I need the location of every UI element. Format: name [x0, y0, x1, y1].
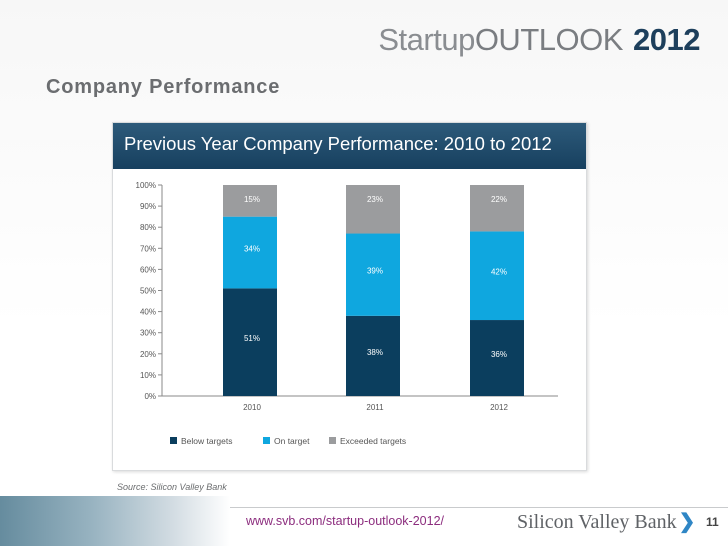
- brand-outlook: OUTLOOK: [474, 22, 624, 57]
- footer-divider: [230, 507, 728, 508]
- legend-swatch: [170, 437, 177, 444]
- bar-segment: [470, 320, 524, 396]
- bar-segment: [470, 185, 524, 232]
- bank-logo: Silicon Valley Bank ❯: [517, 509, 695, 534]
- stacked-bar-chart: 0% 10% 20% 30% 40% 50% 60% 70% 80% 90% 100% 51% 34% 1…: [136, 181, 558, 446]
- y-tick-label: 100%: [136, 181, 156, 190]
- footer-url-link[interactable]: www.svb.com/startup-outlook-2012/: [246, 514, 445, 528]
- x-tick-label: 2012: [490, 403, 508, 412]
- page-title: Company Performance: [46, 76, 281, 98]
- bar-segment: [346, 315, 400, 396]
- legend-label: Exceeded targets: [340, 436, 406, 446]
- chevron-right-icon: ❯: [678, 511, 696, 533]
- data-label: 38%: [367, 348, 383, 357]
- brand-startup: Startup: [378, 22, 475, 57]
- chart-header: Previous Year Company Performance: 2010 …: [113, 123, 586, 169]
- data-label: 36%: [491, 350, 507, 359]
- legend-swatch: [263, 437, 270, 444]
- chart-card: Previous Year Company Performance: 2010 …: [112, 122, 587, 471]
- y-tick-label: 80%: [140, 223, 156, 232]
- chart-title: Previous Year Company Performance: 2010 …: [124, 133, 552, 154]
- bar-segment: [223, 288, 277, 396]
- y-tick-label: 10%: [140, 371, 156, 380]
- x-tick-label: 2011: [366, 403, 384, 412]
- data-label: 23%: [367, 195, 383, 204]
- brand-year: 2012: [633, 22, 700, 57]
- bar-segment: [346, 233, 400, 316]
- y-tick-label: 30%: [140, 329, 156, 338]
- x-tick-label: 2010: [243, 403, 261, 412]
- legend-label: On target: [274, 436, 310, 446]
- data-label: 42%: [491, 268, 507, 277]
- brand-logo: StartupOUTLOOK 2012: [378, 22, 700, 58]
- bar-segment: [223, 185, 277, 217]
- y-tick-label: 60%: [140, 265, 156, 274]
- y-tick-label: 90%: [140, 202, 156, 211]
- y-tick-label: 40%: [140, 308, 156, 317]
- data-label: 34%: [244, 245, 260, 254]
- source-note: Source: Silicon Valley Bank: [117, 482, 227, 492]
- bar-segment: [223, 216, 277, 289]
- bar-segment: [346, 185, 400, 234]
- y-tick-label: 0%: [144, 392, 156, 401]
- data-label: 39%: [367, 267, 383, 276]
- y-tick-label: 50%: [140, 287, 156, 296]
- footer-photo-strip: [0, 496, 230, 546]
- data-label: 22%: [491, 195, 507, 204]
- y-tick-label: 70%: [140, 244, 156, 253]
- data-label: 51%: [244, 334, 260, 343]
- data-label: 15%: [244, 195, 260, 204]
- legend-swatch: [329, 437, 336, 444]
- bank-name: Silicon Valley Bank: [517, 511, 677, 533]
- y-tick-label: 20%: [140, 350, 156, 359]
- bar-segment: [470, 231, 524, 321]
- legend-label: Below targets: [181, 436, 233, 446]
- page-number: 11: [706, 515, 719, 529]
